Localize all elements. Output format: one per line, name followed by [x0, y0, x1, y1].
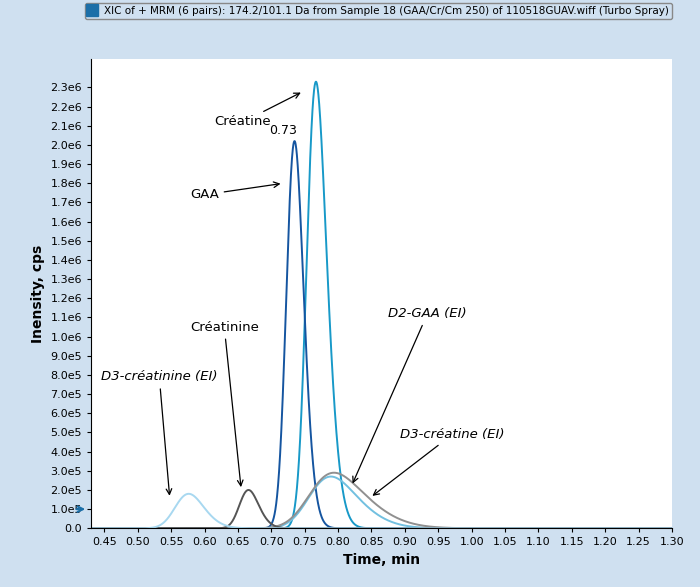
Y-axis label: Inensity, cps: Inensity, cps — [31, 244, 45, 343]
Legend: XIC of + MRM (6 pairs): 174.2/101.1 Da from Sample 18 (GAA/Cr/Cm 250) of 110518G: XIC of + MRM (6 pairs): 174.2/101.1 Da f… — [85, 3, 673, 19]
Text: Créatinine: Créatinine — [190, 321, 259, 486]
Text: D3-créatinine (EI): D3-créatinine (EI) — [101, 370, 218, 494]
X-axis label: Time, min: Time, min — [343, 553, 420, 567]
Text: GAA: GAA — [190, 182, 279, 201]
Text: D2-GAA (EI): D2-GAA (EI) — [353, 307, 467, 483]
Text: Créatine: Créatine — [214, 93, 300, 129]
Text: 0.73: 0.73 — [269, 124, 297, 137]
Text: D3-créatine (EI): D3-créatine (EI) — [374, 428, 505, 495]
